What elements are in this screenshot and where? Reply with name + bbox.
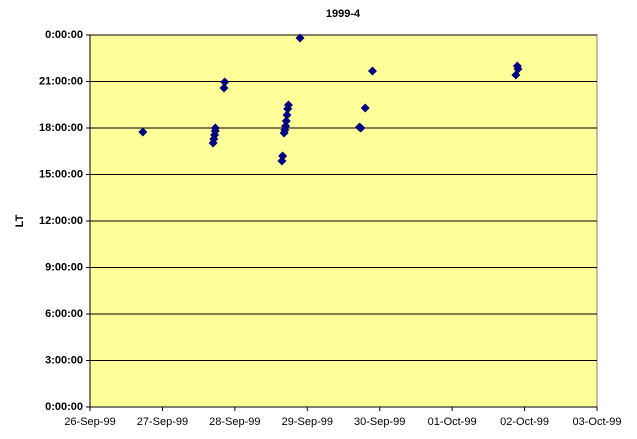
- x-tick-label: 26-Sep-99: [64, 416, 115, 428]
- x-tick-label: 28-Sep-99: [209, 416, 260, 428]
- x-tick-label: 30-Sep-99: [354, 416, 405, 428]
- data-point: [220, 77, 230, 87]
- data-point: [513, 64, 523, 74]
- x-tick-label: 29-Sep-99: [282, 416, 333, 428]
- y-tick-label: 3:00:00: [45, 354, 83, 366]
- y-tick-label: 9:00:00: [45, 261, 83, 273]
- y-tick-label: 15:00:00: [39, 168, 83, 180]
- data-point: [283, 100, 293, 110]
- x-tick-label: 27-Sep-99: [137, 416, 188, 428]
- data-point: [138, 127, 148, 137]
- y-tick-label: 18:00:00: [39, 122, 83, 134]
- data-point: [367, 66, 377, 76]
- y-tick-label: 6:00:00: [45, 308, 83, 320]
- data-point: [295, 33, 305, 43]
- chart-title: 1999-4: [326, 8, 361, 20]
- x-tick-label: 01-Oct-99: [428, 416, 477, 428]
- x-tick-label: 03-Oct-99: [573, 416, 622, 428]
- data-point: [356, 123, 366, 133]
- y-tick-label: 12:00:00: [39, 215, 83, 227]
- data-point: [360, 103, 370, 113]
- y-axis-label: LT: [14, 214, 26, 227]
- y-tick-label: 0:00:00: [45, 29, 83, 41]
- data-point: [282, 110, 292, 120]
- data-point: [278, 151, 288, 161]
- x-tick-label: 02-Oct-99: [500, 416, 549, 428]
- data-point: [219, 83, 229, 93]
- data-point: [281, 116, 291, 126]
- y-tick-label: 21:00:00: [39, 75, 83, 87]
- data-point: [210, 123, 220, 133]
- y-tick-label: 0:00:00: [45, 401, 83, 413]
